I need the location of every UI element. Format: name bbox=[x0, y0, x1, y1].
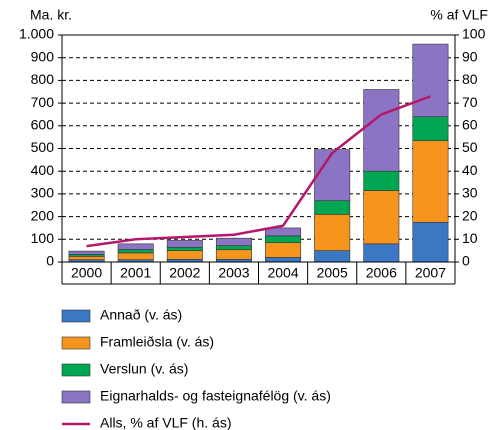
x-tick-label: 2007 bbox=[415, 265, 446, 281]
legend-swatch bbox=[61, 336, 91, 350]
bar-segment bbox=[363, 190, 400, 245]
x-tick-label: 2000 bbox=[71, 265, 102, 281]
y-tick-label: 700 bbox=[31, 94, 55, 110]
y-tick-label: 900 bbox=[31, 48, 55, 64]
legend-label: Annað (v. ás) bbox=[100, 307, 182, 323]
bar-segment bbox=[363, 89, 400, 172]
y2-tick-label: 0 bbox=[462, 253, 470, 269]
x-tick-label: 2002 bbox=[169, 265, 200, 281]
bar-segment bbox=[363, 170, 400, 191]
bar-segment bbox=[265, 227, 302, 237]
y-tick-label: 800 bbox=[31, 71, 55, 87]
bar-segment bbox=[215, 249, 252, 260]
y2-tick-label: 80 bbox=[462, 71, 478, 87]
bar-segment bbox=[265, 242, 302, 258]
y-tick-label: 0 bbox=[46, 253, 54, 269]
legend-swatch bbox=[61, 309, 91, 323]
legend-label: Alls, % af VLF (h. ás) bbox=[100, 415, 231, 430]
plot-frame bbox=[61, 34, 456, 263]
legend-swatch bbox=[61, 390, 91, 404]
x-tick-label: 2004 bbox=[267, 265, 298, 281]
bar-segment bbox=[117, 243, 154, 250]
bar-segment bbox=[412, 140, 449, 223]
y-tick-label: 100 bbox=[31, 230, 55, 246]
bar-segment bbox=[363, 243, 400, 263]
x-tick-label: 2005 bbox=[317, 265, 348, 281]
bar-segment bbox=[412, 221, 449, 263]
y2-tick-label: 50 bbox=[462, 139, 478, 155]
legend-label: Framleiðsla (v. ás) bbox=[100, 334, 214, 350]
bar-segment bbox=[314, 200, 351, 215]
y2-tick-label: 10 bbox=[462, 230, 478, 246]
y2-tick-label: 100 bbox=[462, 26, 486, 42]
line bbox=[86, 95, 431, 248]
bar-segment bbox=[412, 43, 449, 118]
y-tick-label: 500 bbox=[31, 139, 55, 155]
bar-segment bbox=[314, 214, 351, 251]
bar-segment bbox=[412, 116, 449, 141]
y-tick-label: 600 bbox=[31, 117, 55, 133]
bar-segment bbox=[117, 252, 154, 261]
bar-segment bbox=[166, 240, 203, 248]
y2-tick-label: 70 bbox=[462, 94, 478, 110]
bar-segment bbox=[117, 249, 154, 254]
legend-label: Eignarhalds- og fasteignafélög (v. ás) bbox=[100, 388, 331, 404]
y2-tick-label: 20 bbox=[462, 207, 478, 223]
x-tick-label: 2006 bbox=[366, 265, 397, 281]
x-tick-label: 2003 bbox=[218, 265, 249, 281]
y-axis-label: Ma. kr. bbox=[30, 7, 72, 23]
y-tick-label: 1.000 bbox=[19, 26, 54, 42]
bar-segment bbox=[215, 237, 252, 246]
bar-segment bbox=[68, 250, 105, 255]
y2-tick-label: 40 bbox=[462, 162, 478, 178]
bar-segment bbox=[166, 250, 203, 260]
legend-swatch bbox=[61, 363, 91, 377]
bar-segment bbox=[314, 149, 351, 202]
bar-segment bbox=[166, 246, 203, 251]
bar-segment bbox=[265, 235, 302, 244]
y-tick-label: 200 bbox=[31, 207, 55, 223]
legend-label: Verslun (v. ás) bbox=[100, 361, 188, 377]
y2-tick-label: 30 bbox=[462, 185, 478, 201]
y2-tick-label: 90 bbox=[462, 48, 478, 64]
y2-tick-label: 60 bbox=[462, 117, 478, 133]
bar-segment bbox=[314, 250, 351, 263]
y2-axis-label: % af VLF bbox=[430, 7, 488, 23]
bar-segment bbox=[265, 257, 302, 263]
y-tick-label: 300 bbox=[31, 185, 55, 201]
bar-segment bbox=[68, 256, 105, 261]
x-tick-label: 2001 bbox=[120, 265, 151, 281]
bar-segment bbox=[215, 245, 252, 251]
y-tick-label: 400 bbox=[31, 162, 55, 178]
